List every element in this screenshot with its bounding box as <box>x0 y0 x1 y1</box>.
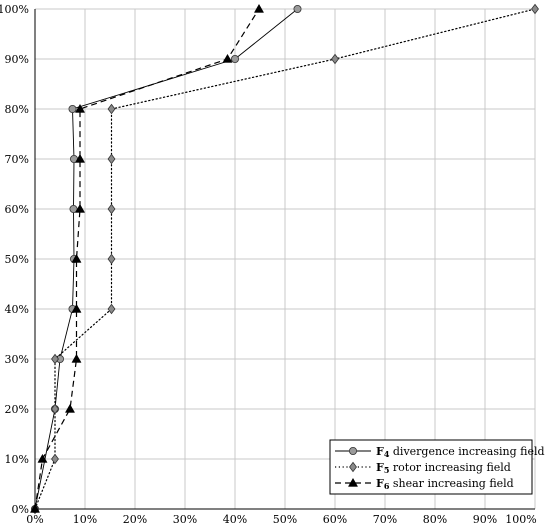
series-line-f4 <box>34 8 298 510</box>
data-point-f4 <box>230 55 239 64</box>
y-tick-label: 100% <box>0 3 29 16</box>
series-layer <box>29 3 539 515</box>
data-point-f6 <box>29 503 41 513</box>
axes <box>34 9 535 510</box>
y-tick-label: 0% <box>12 503 29 516</box>
series-f6 <box>29 3 265 513</box>
x-tick-label: 20% <box>123 513 147 526</box>
x-tick-label: 50% <box>273 513 297 526</box>
legend: F4 divergence increasing field F5 rotor i… <box>329 439 545 495</box>
data-point-f5 <box>107 303 116 315</box>
data-point-f6 <box>74 103 86 113</box>
x-tick-label: 10% <box>73 513 97 526</box>
data-point-f4 <box>68 105 77 114</box>
legend-marker-f4 <box>348 446 357 455</box>
data-point-f6 <box>37 453 48 463</box>
y-tick-label: 50% <box>5 253 29 266</box>
x-tick-label: 100% <box>505 513 536 526</box>
data-point-f5 <box>531 3 539 15</box>
legend-label-f4: F4 divergence increasing field <box>376 445 545 459</box>
data-point-f5 <box>51 403 59 415</box>
data-point-f5 <box>51 353 59 365</box>
data-point-f5 <box>107 153 116 165</box>
data-point-f4 <box>293 5 302 13</box>
data-point-f6 <box>71 253 82 263</box>
y-tick-label: 90% <box>5 53 29 66</box>
series-line-f5 <box>34 8 536 510</box>
y-tick-label: 80% <box>5 103 29 116</box>
series-f5 <box>31 3 539 515</box>
legend-box <box>329 439 533 495</box>
data-point-f6 <box>71 353 82 363</box>
data-point-f5 <box>107 203 116 215</box>
y-tick-label: 30% <box>5 353 29 366</box>
series-line-f6 <box>34 8 260 510</box>
data-point-f6 <box>64 403 76 413</box>
legend-marker-f5 <box>349 461 357 473</box>
x-tick-label: 90% <box>473 513 497 526</box>
data-point-f6 <box>74 153 86 163</box>
data-point-f6 <box>253 3 265 13</box>
data-point-f5 <box>107 253 116 265</box>
y-tick-label: 40% <box>5 303 29 316</box>
y-tick-label: 20% <box>5 403 29 416</box>
data-point-f5 <box>51 453 59 465</box>
x-tick-label: 30% <box>173 513 197 526</box>
x-tick-label: 60% <box>323 513 347 526</box>
legend-label-f6: F6 shear increasing field <box>376 477 514 491</box>
data-point-f6 <box>71 303 82 313</box>
data-point-f6 <box>74 203 86 213</box>
y-tick-label: 10% <box>5 453 29 466</box>
y-tick-label: 60% <box>5 203 29 216</box>
legend-marker-f6 <box>347 477 359 487</box>
data-point-f6 <box>222 53 233 63</box>
data-point-f5 <box>107 103 116 115</box>
data-point-f5 <box>331 53 339 65</box>
legend-label-f5: F5 rotor increasing field <box>376 461 511 475</box>
x-tick-label: 70% <box>373 513 397 526</box>
x-tick-label: 0% <box>26 513 43 526</box>
y-tick-label: 70% <box>5 153 29 166</box>
tick-labels: 0% 10% 20% 30% 40% 50% 60% 70% 80% 90% 100% 0% 10% 20… <box>0 3 537 526</box>
x-tick-label: 40% <box>223 513 247 526</box>
x-tick-label: 80% <box>423 513 447 526</box>
